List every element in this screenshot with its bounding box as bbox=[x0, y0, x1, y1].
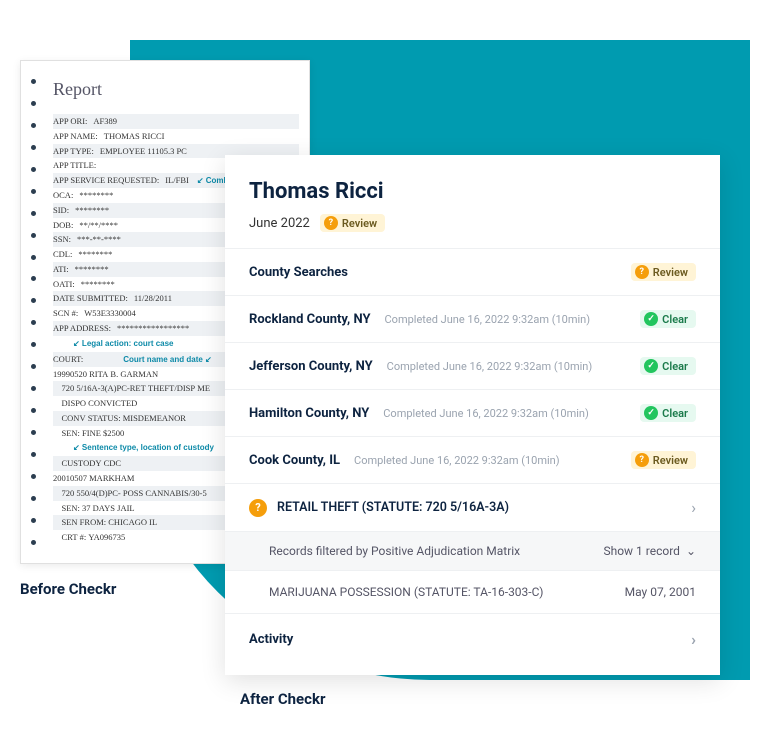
county-meta: Completed June 16, 2022 9:32am (10min) bbox=[387, 360, 627, 373]
county-meta: Completed June 16, 2022 9:32am (10min) bbox=[354, 454, 617, 467]
county-name: Cook County, IL bbox=[249, 453, 340, 468]
check-icon: ✓ bbox=[644, 406, 658, 420]
after-header: Thomas Ricci June 2022 ? Review bbox=[225, 179, 720, 248]
sub-charge-label: MARIJUANA POSSESSION (STATUTE: TA-16-303… bbox=[269, 585, 543, 599]
county-meta: Completed June 16, 2022 9:32am (10min) bbox=[383, 407, 626, 420]
question-icon: ? bbox=[249, 499, 267, 517]
county-row[interactable]: Cook County, IL Completed June 16, 2022 9… bbox=[225, 437, 720, 484]
county-status-badge: ✓Clear bbox=[640, 357, 696, 375]
after-label: After Checkr bbox=[240, 690, 325, 708]
county-row[interactable]: Rockland County, NY Completed June 16, 20… bbox=[225, 296, 720, 343]
county-row[interactable]: Jefferson County, NY Completed June 16, 2… bbox=[225, 343, 720, 390]
charge-row[interactable]: ? RETAIL THEFT (STATUTE: 720 5/16A-3A) › bbox=[225, 484, 720, 532]
section-status-badge: ? Review bbox=[631, 263, 696, 281]
question-icon: ? bbox=[324, 216, 338, 230]
activity-row[interactable]: Activity › bbox=[225, 614, 720, 665]
charge-label: RETAIL THEFT (STATUTE: 720 5/16A-3A) bbox=[277, 500, 681, 515]
before-label: Before Checkr bbox=[20, 580, 116, 598]
report-field: APP NAME:THOMAS RICCI bbox=[53, 129, 299, 144]
county-meta: Completed June 16, 2022 9:32am (10min) bbox=[385, 313, 627, 326]
chevron-right-icon: › bbox=[691, 498, 696, 517]
chevron-down-icon: ⌄ bbox=[686, 544, 696, 558]
sub-charge-date: May 07, 2001 bbox=[625, 585, 696, 599]
show-record-toggle[interactable]: Show 1 record ⌄ bbox=[603, 544, 696, 558]
report-field: APP ORI:AF389 bbox=[53, 114, 299, 129]
chevron-right-icon: › bbox=[691, 630, 696, 649]
section-header: County Searches ? Review bbox=[225, 249, 720, 296]
report-title: Report bbox=[53, 79, 299, 100]
county-searches-section: County Searches ? Review Rockland County… bbox=[225, 248, 720, 665]
filter-text: Records filtered by Positive Adjudicatio… bbox=[269, 544, 520, 558]
county-status-badge: ✓Clear bbox=[640, 404, 696, 422]
county-name: Rockland County, NY bbox=[249, 312, 371, 327]
check-icon: ✓ bbox=[644, 359, 658, 373]
county-status-badge: ✓Clear bbox=[640, 310, 696, 328]
county-row[interactable]: Hamilton County, NY Completed June 16, 20… bbox=[225, 390, 720, 437]
check-icon: ✓ bbox=[644, 312, 658, 326]
activity-label: Activity bbox=[249, 632, 293, 647]
header-status-badge: ? Review bbox=[320, 214, 385, 232]
section-title: County Searches bbox=[249, 265, 348, 280]
after-panel: Thomas Ricci June 2022 ? Review County S… bbox=[225, 155, 720, 675]
filter-row: Records filtered by Positive Adjudicatio… bbox=[225, 532, 720, 571]
county-name: Jefferson County, NY bbox=[249, 359, 373, 374]
report-date: June 2022 bbox=[249, 216, 310, 231]
sub-charge-row: MARIJUANA POSSESSION (STATUTE: TA-16-303… bbox=[225, 571, 720, 614]
spiral-binding bbox=[31, 79, 36, 545]
county-status-badge: ?Review bbox=[631, 451, 696, 469]
question-icon: ? bbox=[635, 453, 649, 467]
question-icon: ? bbox=[635, 265, 649, 279]
county-name: Hamilton County, NY bbox=[249, 406, 369, 421]
candidate-name: Thomas Ricci bbox=[249, 179, 696, 204]
